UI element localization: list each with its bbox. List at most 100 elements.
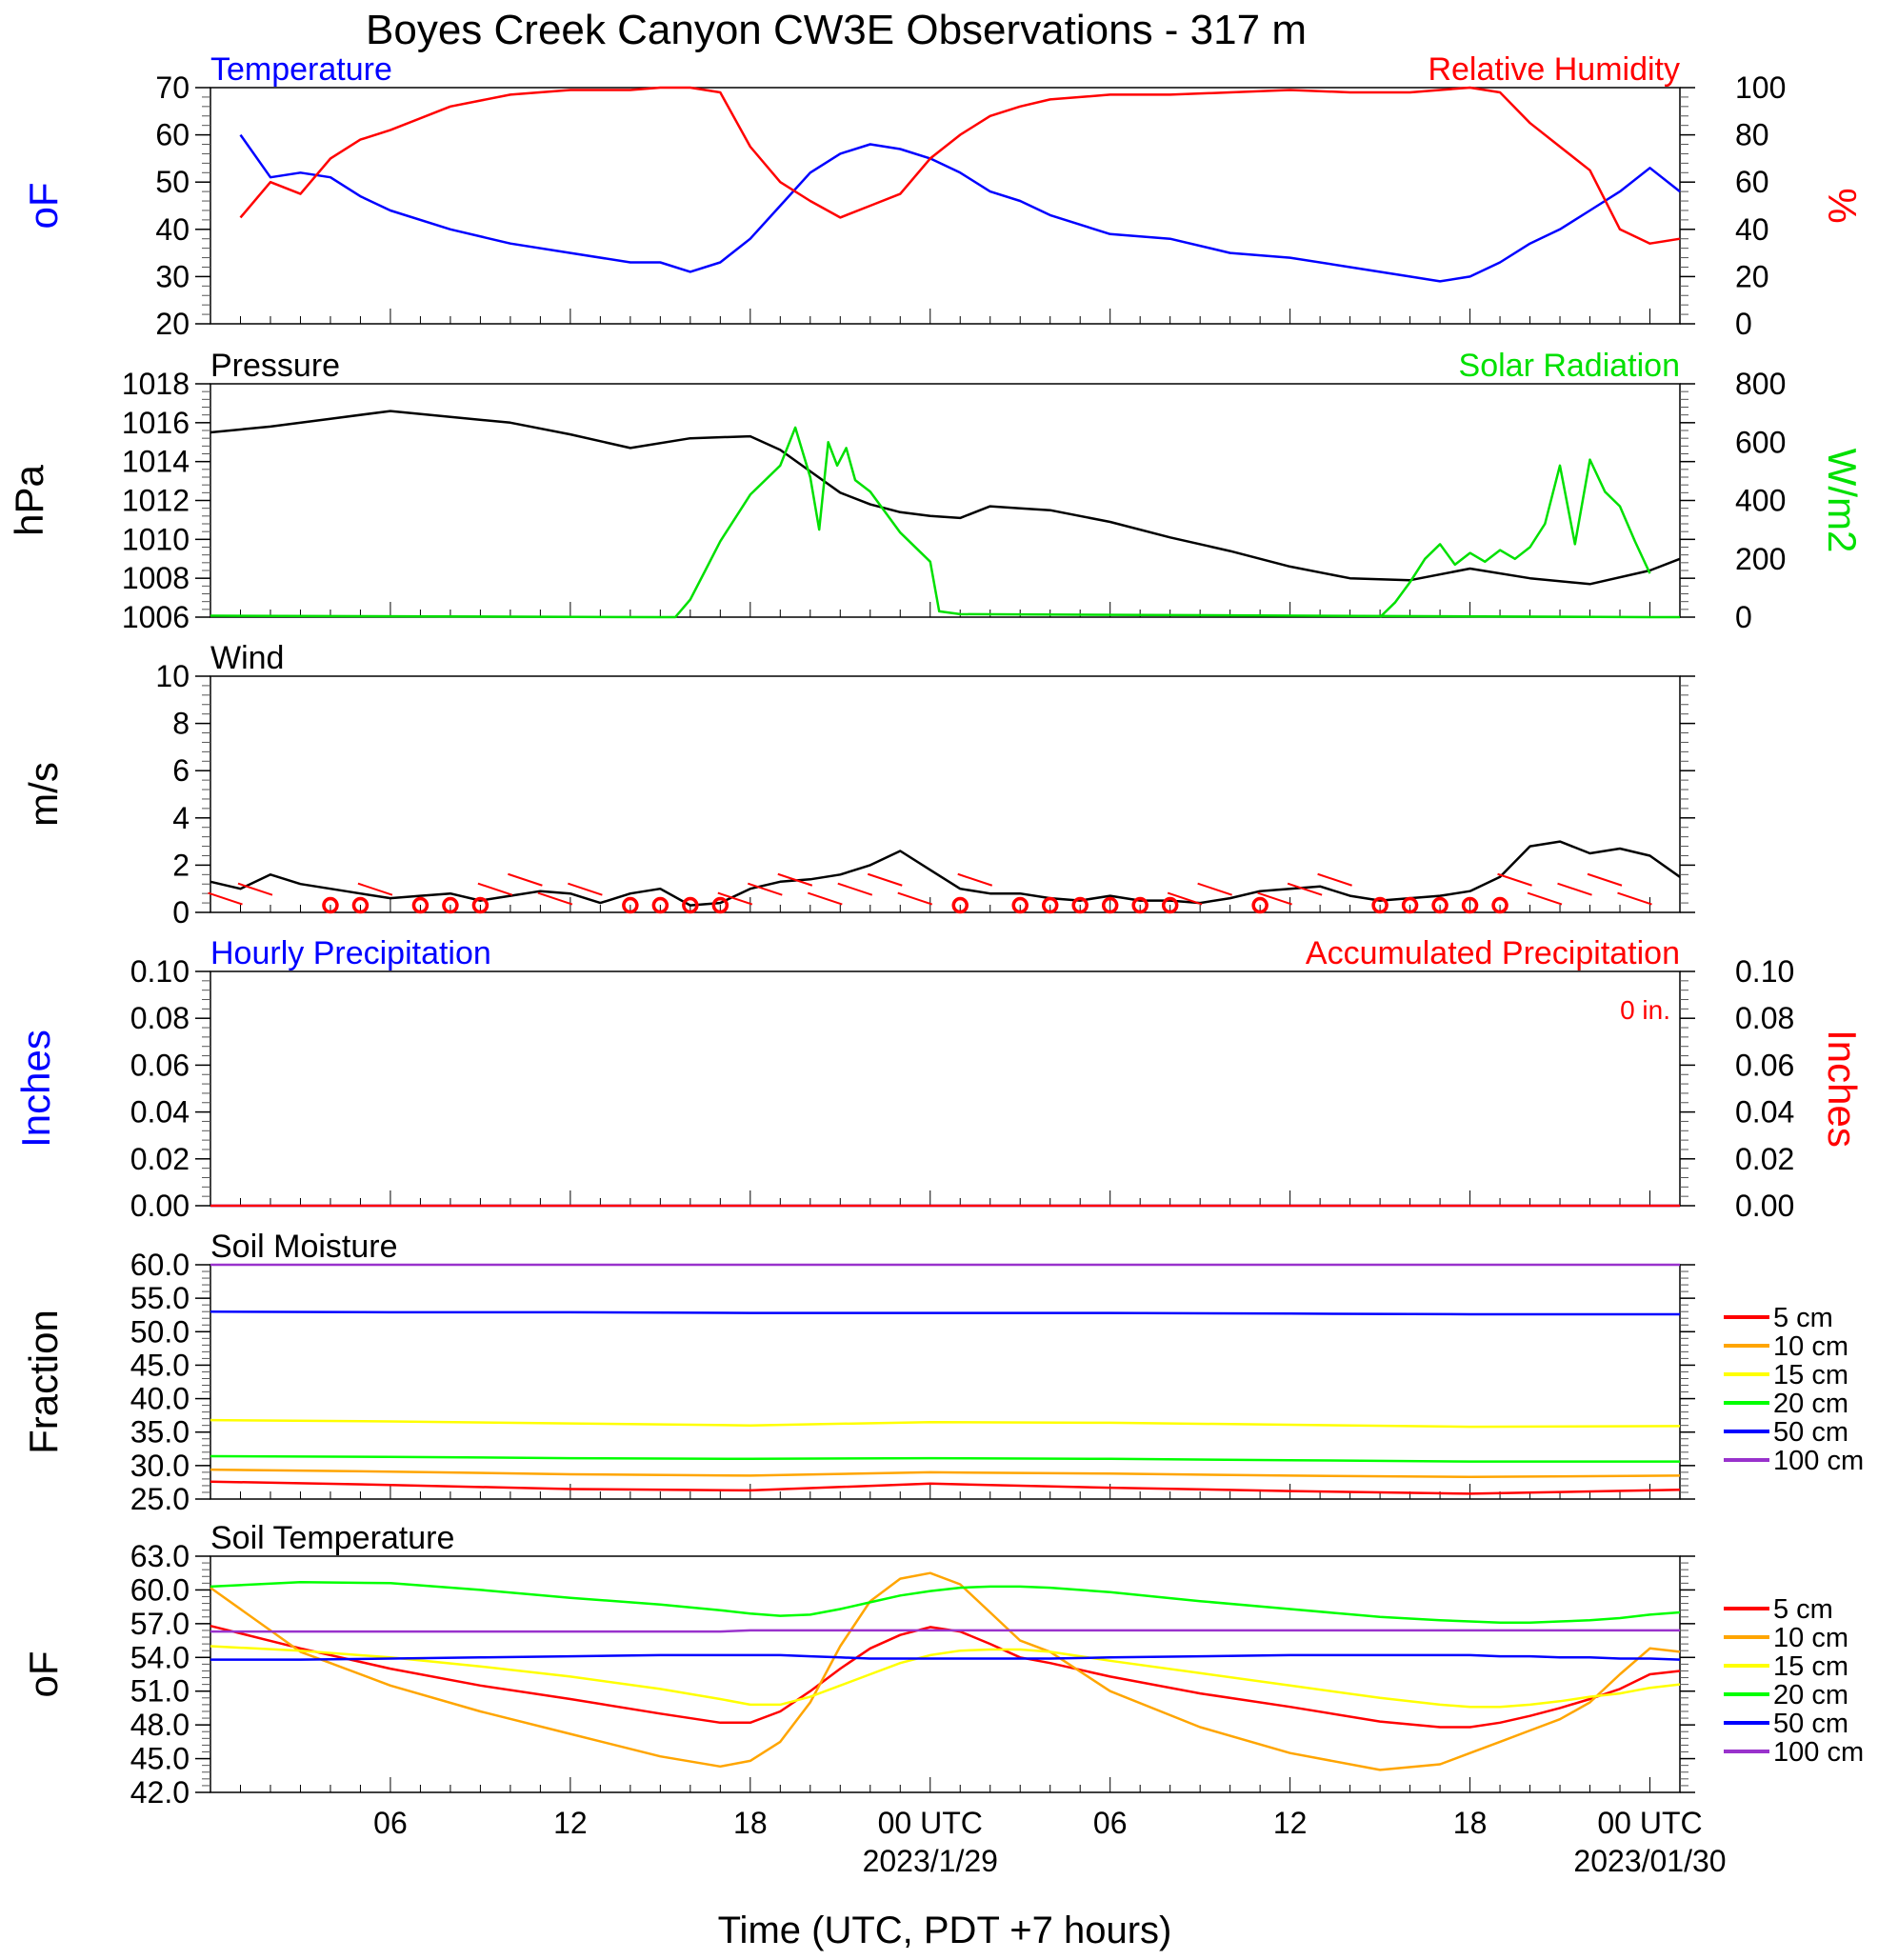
y-tick-label: 1016 [122,406,190,440]
y-tick-label: 8 [172,707,190,741]
wind-barb [1197,882,1232,896]
y-tick-label: 60 [155,118,190,152]
panel-title-left: Temperature [210,51,392,88]
calm-marker [1401,896,1419,914]
series-line-1 [210,1468,1681,1479]
calm-marker [471,896,489,914]
calm-marker [622,896,639,914]
x-axis-label: Time (UTC, PDT +7 hours) [718,1910,1172,1951]
calm-marker [651,896,669,914]
calm-marker [1041,896,1059,914]
y-axis-label-left: oF [21,182,66,229]
x-tick-label: 12 [553,1806,588,1840]
y-right-tick-label: 100 [1735,70,1786,105]
series-line-2 [210,1418,1681,1429]
calm-marker [442,896,459,914]
y-tick-label: 20 [155,307,190,341]
calm-marker [351,896,370,914]
legend-entry: 100 cm [1773,1737,1864,1768]
y-right-tick-label: 0.04 [1735,1095,1794,1130]
y-tick-label: 45.0 [130,1742,190,1776]
panel-title-right: Accumulated Precipitation [1306,935,1680,971]
calm-marker [1101,896,1119,914]
y-tick-label: 54.0 [130,1640,190,1674]
wind-barb [1587,872,1623,887]
y-tick-label: 2 [172,848,190,882]
panel-frame [210,87,1681,325]
calm-marker [1461,896,1479,914]
panel-title-left: Wind [210,640,284,676]
y-right-tick-label: 600 [1735,425,1786,459]
y-tick-label: 1008 [122,561,190,595]
y-right-tick-label: 80 [1735,118,1769,152]
wind-barb [568,882,603,896]
calm-marker [1131,896,1149,914]
legend-entry: 15 cm [1773,1651,1848,1682]
legend-entry: 50 cm [1773,1417,1848,1448]
y-tick-label: 1010 [122,522,190,556]
y-right-tick-label: 20 [1735,259,1769,293]
wind-barb [508,872,543,887]
wind-barb [897,891,933,906]
y-axis-label-left: Fraction [21,1310,66,1454]
y-tick-label: 57.0 [130,1607,190,1641]
calm-marker [411,896,430,914]
y-tick-label: 1006 [122,600,190,634]
series-line-1 [239,86,1681,245]
wind-barb [1287,882,1323,896]
y-tick-label: 0.06 [130,1048,190,1082]
y-tick-label: 0.04 [130,1095,190,1130]
panel-frame [210,383,1681,618]
y-axis-label-left: hPa [7,464,51,535]
legend-entry: 50 cm [1773,1709,1848,1739]
panel-5: 42.045.048.051.054.057.060.063.0 Soil Tem… [21,1520,1864,1810]
y-right-tick-label: 60 [1735,165,1769,199]
calm-marker [1011,896,1029,914]
y-tick-label: 1012 [122,484,190,518]
series-line-3 [210,1580,1681,1624]
y-tick-label: 45.0 [130,1348,190,1382]
panel-4: 25.030.035.040.045.050.055.060.0 Soil Moi… [21,1229,1864,1516]
series-line-0 [210,410,1681,586]
calm-marker [1491,896,1508,914]
series-line-1 [210,1571,1681,1771]
y-tick-label: 4 [172,801,190,835]
calm-marker [951,896,969,914]
y-tick-label: 0 [172,895,190,930]
panel-frame [210,970,1681,1207]
wind-barb [777,872,813,887]
x-tick-label: 18 [1453,1806,1488,1840]
y-right-tick-label: 40 [1735,212,1769,247]
series-line-0 [210,1624,1681,1729]
y-right-tick-label: 0.02 [1735,1142,1794,1176]
x-tick-label: 06 [373,1806,408,1840]
y-axis-label-left: m/s [21,762,66,827]
wind-barb [537,891,573,906]
series-line-3 [210,1454,1680,1463]
y-tick-label: 1018 [122,367,190,401]
calm-marker [1431,896,1448,914]
wind-barb [237,882,273,896]
wind-barb [807,891,843,906]
x-tick-label: 18 [733,1806,768,1840]
wind-barb [477,882,513,896]
wind-barb [1167,891,1203,906]
y-axis-label-right: % [1820,188,1865,223]
calm-marker [1251,896,1269,914]
y-tick-label: 35.0 [130,1415,190,1450]
series-line-5 [210,1629,1680,1633]
series-line-0 [239,133,1681,283]
y-tick-label: 50.0 [130,1314,190,1349]
y-tick-label: 0.08 [130,1001,190,1035]
y-tick-label: 10 [155,659,190,693]
legend-entry: 15 cm [1773,1360,1848,1390]
legend-entry: 20 cm [1773,1680,1848,1710]
series-line-1 [210,426,1680,619]
y-right-tick-label: 0 [1735,600,1752,634]
y-right-tick-label: 0.08 [1735,1001,1794,1035]
y-right-tick-label: 0.10 [1735,954,1794,989]
calm-marker [322,896,339,914]
y-tick-label: 0.02 [130,1142,190,1176]
wind-barb [357,882,393,896]
